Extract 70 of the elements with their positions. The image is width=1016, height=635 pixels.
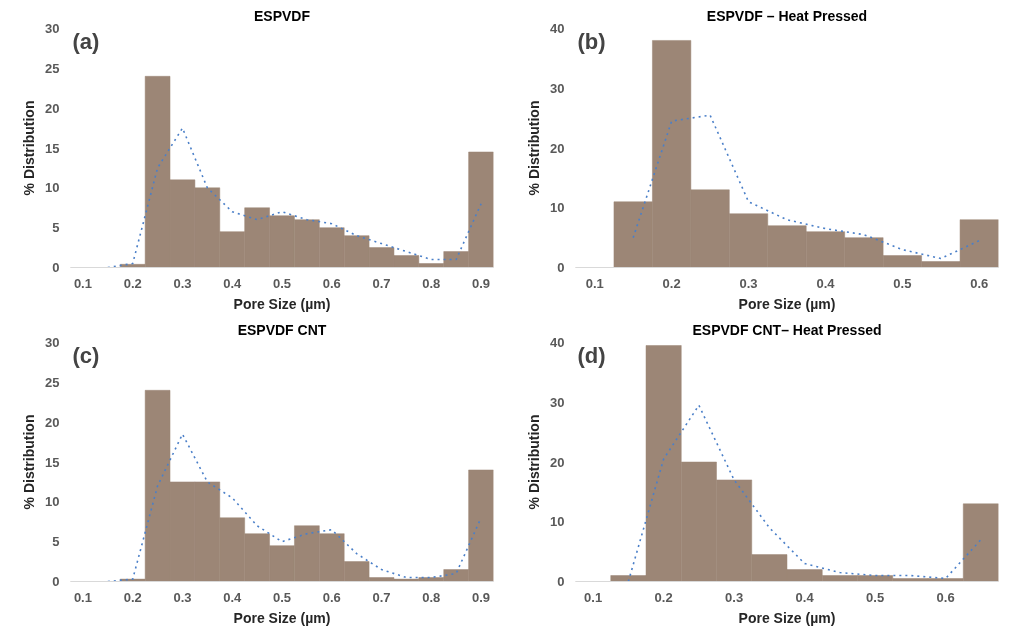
x-tick-label: 0.5 (272, 275, 292, 291)
y-tick-label: 0 (557, 574, 565, 589)
chart-title: ESPVDF (253, 7, 311, 24)
annotation: (d) (577, 342, 606, 368)
x-tick-label: 0.7 (372, 275, 391, 291)
y-tick-label: 5 (52, 534, 60, 550)
y-tick-label: 15 (45, 454, 60, 470)
x-tick-label: 0.8 (422, 589, 441, 605)
x-tick-label: 0.2 (123, 589, 142, 605)
y-tick-label: 10 (550, 200, 565, 216)
x-tick-label: 0.9 (472, 589, 491, 605)
x-tick-label: 0.6 (322, 589, 341, 605)
chart-title: ESPVDF CNT– Heat Pressed (692, 321, 882, 338)
y-tick-label: 20 (45, 100, 60, 116)
x-tick-label: 0.1 (73, 589, 92, 605)
x-tick-label: 0.3 (173, 275, 192, 291)
y-tick-label: 0 (52, 574, 60, 589)
y-tick-label: 20 (550, 454, 565, 470)
y-tick-label: 20 (45, 414, 60, 430)
y-tick-label: 10 (550, 514, 565, 530)
x-tick-label: 0.1 (585, 275, 604, 291)
annotation: (c) (72, 342, 100, 368)
y-tick-label: 30 (550, 394, 565, 410)
annotation: (a) (72, 28, 100, 54)
x-tick-label: 0.1 (584, 589, 603, 605)
y-tick-label: 30 (45, 335, 60, 350)
y-tick-label: 0 (557, 260, 565, 275)
x-tick-label: 0.6 (322, 275, 341, 291)
x-tick-label: 0.2 (654, 589, 673, 605)
x-axis-title: Pore Size (µm) (233, 609, 331, 626)
x-tick-label: 0.5 (893, 275, 912, 291)
x-tick-label: 0.7 (372, 589, 391, 605)
x-tick-label: 0.5 (866, 589, 885, 605)
y-tick-label: 25 (45, 374, 60, 390)
y-tick-label: 20 (550, 140, 565, 156)
y-tick-label: 15 (45, 140, 60, 156)
x-tick-label: 0.3 (725, 589, 744, 605)
x-tick-label: 0.4 (795, 589, 815, 605)
y-tick-label: 10 (45, 180, 60, 196)
x-tick-label: 0.4 (223, 589, 243, 605)
x-axis-title: Pore Size (µm) (738, 295, 836, 312)
x-tick-label: 0.8 (422, 275, 441, 291)
x-tick-label: 0.5 (272, 589, 292, 605)
y-axis-title: % Distribution (21, 100, 38, 196)
chart-title: ESPVDF – Heat Pressed (706, 7, 868, 24)
x-tick-label: 0.6 (936, 589, 955, 605)
y-axis-title: % Distribution (526, 100, 543, 196)
x-tick-label: 0.3 (173, 589, 192, 605)
y-tick-label: 0 (52, 260, 60, 275)
x-tick-label: 0.2 (123, 275, 142, 291)
annotation: (b) (577, 28, 606, 54)
y-axis-title: % Distribution (526, 414, 543, 510)
y-tick-label: 40 (550, 335, 565, 350)
y-tick-label: 30 (550, 80, 565, 96)
y-tick-label: 40 (550, 21, 565, 36)
x-tick-label: 0.9 (472, 275, 491, 291)
x-tick-label: 0.2 (662, 275, 681, 291)
x-tick-label: 0.4 (816, 275, 836, 291)
y-axis-title: % Distribution (21, 414, 38, 510)
x-tick-label: 0.6 (970, 275, 989, 291)
y-tick-label: 10 (45, 494, 60, 510)
x-axis-title: Pore Size (µm) (233, 295, 331, 312)
y-tick-label: 30 (45, 21, 60, 36)
y-tick-label: 5 (52, 220, 60, 236)
y-tick-label: 25 (45, 60, 60, 76)
x-tick-label: 0.1 (73, 275, 92, 291)
x-tick-label: 0.3 (739, 275, 758, 291)
x-tick-label: 0.4 (223, 275, 243, 291)
x-axis-title: Pore Size (µm) (738, 609, 836, 626)
chart-title: ESPVDF CNT (237, 321, 327, 338)
